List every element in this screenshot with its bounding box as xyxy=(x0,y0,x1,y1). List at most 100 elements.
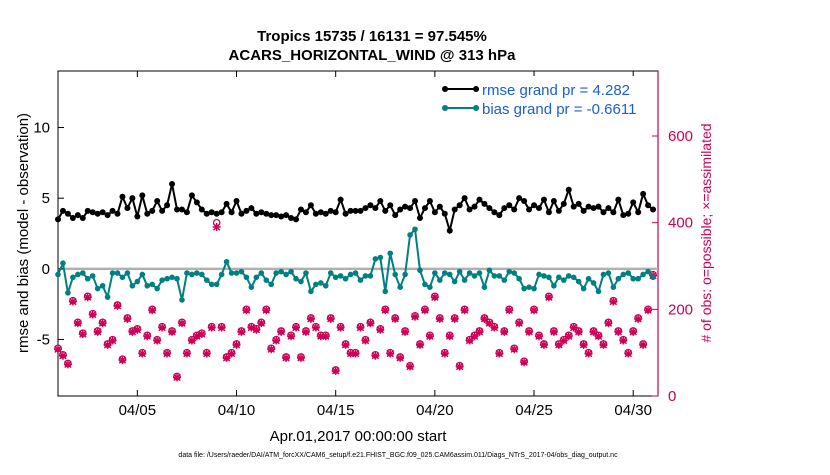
rmse-point xyxy=(476,196,483,203)
obs-assimilated-point xyxy=(579,340,588,349)
bias-point xyxy=(208,281,215,288)
bias-point xyxy=(342,275,349,282)
obs-assimilated-point xyxy=(505,306,514,315)
rmse-point xyxy=(273,212,280,219)
bias-point xyxy=(560,277,567,283)
bias-point xyxy=(531,285,537,292)
obs-assimilated-point xyxy=(574,327,583,336)
rmse-point xyxy=(540,196,547,203)
bias-point xyxy=(456,268,463,275)
bias-point xyxy=(119,274,126,281)
obs-assimilated-point xyxy=(401,327,410,336)
bias-point xyxy=(461,277,468,283)
bias-point xyxy=(377,254,384,261)
obs-assimilated-point xyxy=(168,327,177,336)
obs-assimilated-point xyxy=(73,319,82,328)
obs-assimilated-point xyxy=(277,327,286,336)
obs-assimilated-point xyxy=(163,349,172,358)
obs-assimilated-point xyxy=(356,323,365,332)
rmse-point xyxy=(307,202,314,209)
rmse-point xyxy=(555,207,562,214)
rmse-point xyxy=(357,207,364,214)
rmse-point xyxy=(213,210,220,217)
bias-point xyxy=(486,267,493,274)
obs-assimilated-point xyxy=(287,332,296,341)
obs-assimilated-point xyxy=(559,336,568,345)
rmse-point xyxy=(139,192,146,199)
bias-point xyxy=(471,273,478,279)
bias-point xyxy=(238,268,245,275)
bias-point xyxy=(109,270,116,276)
obs-assimilated-point xyxy=(534,332,543,341)
rmse-point xyxy=(635,209,642,216)
obs-assimilated-point xyxy=(619,336,628,345)
obs-assimilated-point xyxy=(128,327,137,336)
obs-assimilated-point xyxy=(366,319,375,328)
rmse-point xyxy=(615,196,622,203)
x-tick-label: 04/30 xyxy=(614,402,652,419)
obs-assimilated-point xyxy=(63,360,72,369)
bias-point xyxy=(278,268,284,275)
y2-tick-label: 0 xyxy=(668,388,676,405)
bias-point xyxy=(352,270,359,276)
obs-assimilated-point xyxy=(212,223,221,231)
obs-assimilated-point xyxy=(544,293,553,302)
bias-point xyxy=(491,273,498,279)
bias-point xyxy=(169,274,175,281)
bias-point xyxy=(134,278,141,285)
bias-point xyxy=(605,270,612,276)
obs-assimilated-point xyxy=(599,340,608,349)
rmse-point xyxy=(451,206,458,213)
rmse-point xyxy=(535,205,542,212)
bias-point xyxy=(327,270,334,276)
rmse-point xyxy=(218,209,225,216)
obs-assimilated-point xyxy=(282,353,291,362)
rmse-point xyxy=(312,210,319,217)
obs-assimilated-point xyxy=(113,301,122,310)
bias-point xyxy=(337,273,344,279)
rmse-point xyxy=(446,227,453,234)
obs-assimilated-point xyxy=(306,314,315,323)
rmse-point xyxy=(203,210,210,217)
rmse-point xyxy=(387,202,394,209)
rmse-point xyxy=(55,216,61,223)
rmse-point xyxy=(620,212,627,219)
obs-assimilated-point xyxy=(153,336,162,345)
bias-point xyxy=(139,271,146,278)
legend-box xyxy=(440,76,654,120)
bias-point xyxy=(303,270,309,276)
rmse-point xyxy=(223,200,230,207)
rmse-point xyxy=(114,210,121,217)
bias-point xyxy=(451,278,458,285)
obs-assimilated-point xyxy=(177,319,186,328)
obs-assimilated-point xyxy=(480,314,489,323)
rmse-point xyxy=(521,198,528,204)
bias-point xyxy=(164,275,170,282)
obs-assimilated-point xyxy=(539,340,548,349)
rmse-point xyxy=(506,202,513,209)
rmse-point xyxy=(397,206,404,213)
bias-point xyxy=(565,273,572,279)
obs-assimilated-point xyxy=(589,327,598,336)
x-axis-label: Apr.01,2017 00:00:00 start xyxy=(270,428,448,445)
obs-assimilated-point xyxy=(138,349,147,358)
obs-assimilated-point xyxy=(430,293,439,302)
rmse-point xyxy=(461,195,468,202)
obs-assimilated-point xyxy=(624,349,633,358)
bias-point xyxy=(79,270,86,276)
y-tick-label: -5 xyxy=(37,331,50,348)
obs-assimilated-point xyxy=(470,332,479,341)
bias-point xyxy=(402,271,408,278)
bias-point xyxy=(516,275,522,282)
obs-assimilated-point xyxy=(351,349,360,358)
obs-assimilated-point xyxy=(639,340,648,349)
obs-assimilated-point xyxy=(192,332,201,341)
bias-point xyxy=(367,273,374,279)
rmse-point xyxy=(248,205,255,212)
obs-assimilated-point xyxy=(594,332,603,341)
obs-assimilated-point xyxy=(371,351,380,360)
rmse-point xyxy=(392,212,399,219)
y2-axis-label: # of obs: o=possible; ×=assimilated xyxy=(698,123,714,342)
obs-assimilated-point xyxy=(158,323,167,332)
